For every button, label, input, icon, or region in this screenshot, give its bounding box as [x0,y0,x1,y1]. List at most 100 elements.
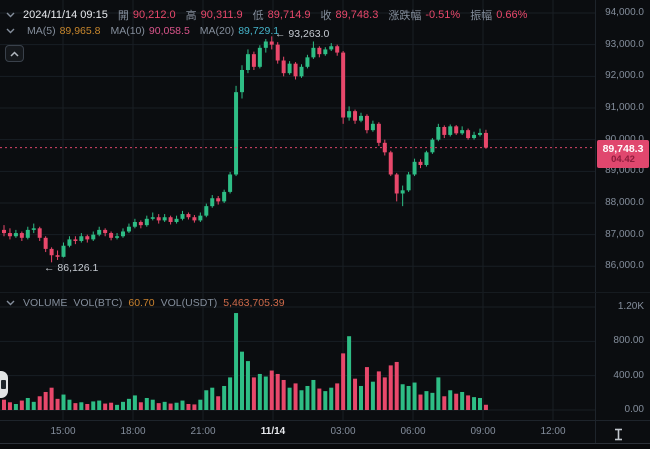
candle-body [317,47,322,55]
candle-body [442,126,447,135]
volume-bar [121,401,125,410]
volume-bar [204,390,209,410]
ma5-label: MA(5) [27,25,56,37]
candle-body [412,161,417,175]
volume-info-bar: VOLUME VOL(BTC) 60.70 VOL(USDT) 5,463,70… [6,297,285,309]
candle-body [323,49,328,55]
vol-usdt-label: VOL(USDT) [160,297,218,309]
time-axis-label: 15:00 [50,426,76,437]
change-value: -0.51% [425,9,461,21]
open-label: 開 [117,10,129,22]
ma-info-bar: MA(5) 89,965.8 MA(10) 90,058.5 MA(20) 89… [6,25,279,37]
volume-bar [55,398,60,410]
volume-bar [198,399,203,410]
volume-bar [347,336,352,410]
volume-bar [210,387,215,410]
candle-body [240,69,244,93]
chevron-down-icon[interactable] [6,297,15,309]
last-price-badge[interactable]: 89,748.3 04.42 [597,140,649,168]
expand-chart-button[interactable] [5,45,24,62]
volume-bar [2,399,6,410]
open-value: 90,212.0 [132,9,176,21]
candle-body [216,198,221,202]
candle-body [210,198,215,207]
time-axis-label: 12:00 [540,426,566,437]
time-axis-label: 03:00 [330,426,356,437]
candle-body [478,132,482,135]
candle-body [180,214,185,219]
price-axis[interactable]: 94,000.0 93,000.0 92,000.0 91,000.0 90,000.0… [595,0,650,449]
candle-body [150,217,155,219]
candle-body [222,191,227,202]
volume-bar [483,404,488,410]
candle-body [400,190,405,194]
candle-body [174,218,179,222]
volume-bar [406,385,411,410]
volume-axis-label: 1.20K [617,301,644,313]
candle-body [61,245,66,257]
ma5-value: 89,965.8 [59,25,101,37]
volume-bar [281,379,286,410]
volume-bar [37,396,42,410]
chevron-down-icon[interactable] [6,9,15,21]
close-label: 收 [320,10,332,22]
volume-bar [19,400,24,410]
bottom-divider [0,443,650,444]
candle-body [299,66,304,77]
candles-layer [2,36,488,263]
candle-body [168,217,173,222]
volume-bar [442,396,447,410]
volume-bar [257,373,262,410]
volume-axis-label: 0.00 [624,404,644,415]
volume-bar [364,367,369,410]
candle-body [49,248,54,256]
volume-bar [240,351,244,410]
price-axis-label: 93,000.0 [605,38,644,50]
volume-bar [269,370,274,410]
candle-body [73,239,78,241]
volume-axis-label: 400.00 [613,369,644,381]
volume-bar [353,378,358,410]
low-label: 低 [252,10,264,22]
candle-body [192,217,197,221]
volume-bar [263,376,268,410]
volume-bar [115,404,120,410]
volume-bar [394,361,399,410]
volume-bar [251,377,256,410]
price-axis-label: 87,000.0 [605,228,644,240]
volume-axis[interactable]: 1.20K 800.00 400.00 0.00 [595,0,650,449]
candle-body [460,130,465,134]
candle-body [388,152,393,175]
price-axis-label: 91,000.0 [605,101,644,113]
vol-usdt-value: 5,463,705.39 [223,297,285,309]
candle-body [269,41,274,45]
candle-body [138,221,143,226]
candle-body [418,161,423,165]
candle-body [287,63,292,74]
chevron-down-icon[interactable] [6,25,15,37]
volume-bar [186,403,191,410]
volume-bar [234,313,239,410]
volume-bar [305,385,310,410]
vol-btc-value: 60.70 [128,297,155,309]
volume-bar [388,365,393,410]
candle-body [55,255,60,257]
time-axis[interactable]: 15:00 18:00 21:00 11/14 03:00 06:00 09:00 12:00 [0,421,650,443]
volume-bar [335,383,340,410]
ma20-label: MA(20) [199,25,235,37]
volume-bar [61,394,66,410]
close-value: 89,748.3 [335,9,379,21]
volume-bar [192,404,197,410]
volume-bar [293,383,298,410]
candle-body [121,231,125,237]
candle-body [132,221,137,227]
candle-body [91,234,96,240]
candle-body [483,132,488,148]
price-axis-label: 89,000.0 [605,165,644,177]
candle-body [2,229,6,234]
volume-bar [275,373,280,410]
volume-bar [138,402,143,410]
volume-bar [168,403,173,410]
volume-bar [180,400,185,410]
